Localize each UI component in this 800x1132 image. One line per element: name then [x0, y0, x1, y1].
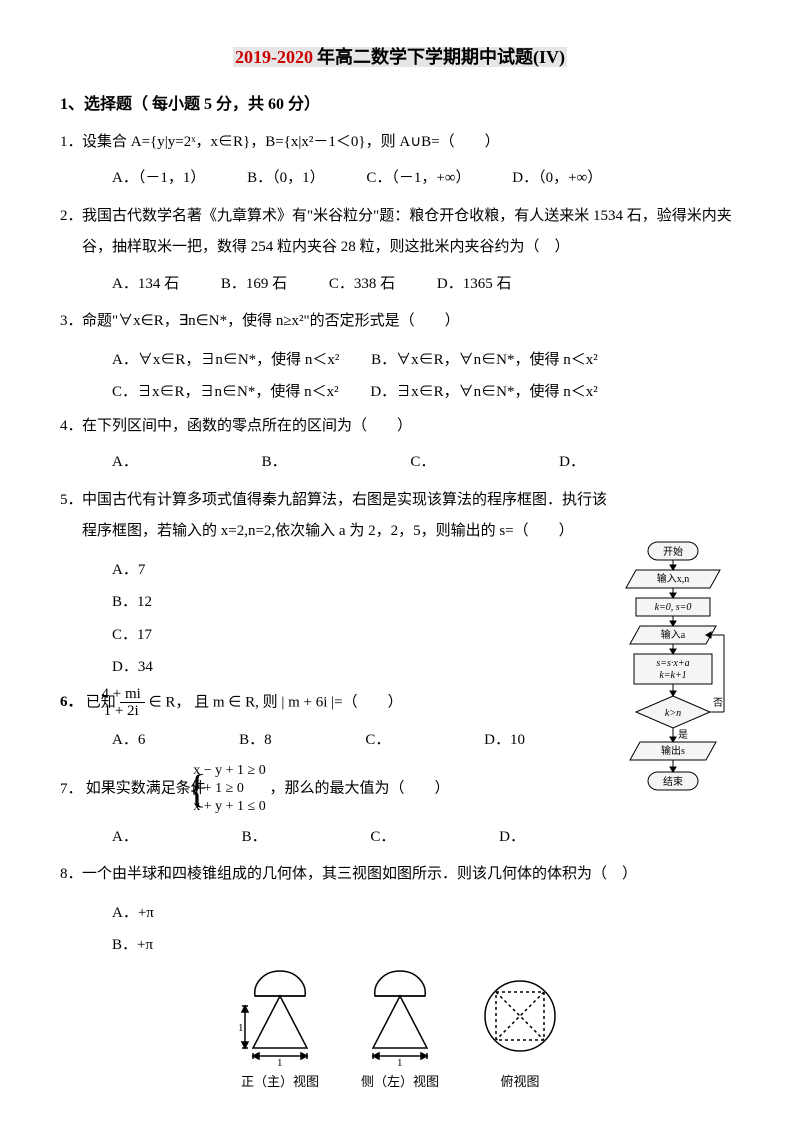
q4-options: A． B． C． D．: [60, 448, 740, 477]
q5-text: 中国古代有计算多项式值得秦九韶算法，右图是实现该算法的程序框图．执行该程序框图，…: [82, 492, 607, 540]
svg-text:k=k+1: k=k+1: [659, 670, 686, 681]
q8-text: 一个由半球和四棱锥组成的几何体，其三视图如图所示．则该几何体的体积为（ ）: [82, 866, 637, 882]
q2-A: A．134 石: [112, 270, 179, 299]
q1-C: C．（－1，+∞）: [366, 164, 470, 193]
q3-C: C．∃x∈R，∃n∈N*，使得 n＜x²: [112, 378, 339, 407]
q1-options: A．（－1，1） B．（0，1） C．（－1，+∞） D．（0，+∞）: [60, 164, 740, 193]
question-3: 3．命题"∀x∈R，∃n∈N*，使得 n≥x²"的否定形式是（ ）: [60, 306, 740, 338]
q4-A: A．: [112, 448, 138, 477]
top-view: 俯视图: [475, 966, 565, 1095]
svg-text:输入x,n: 输入x,n: [657, 572, 690, 585]
page-title: 2019-2020年高二数学下学期期中试题(IV): [60, 40, 740, 74]
svg-text:输入a: 输入a: [661, 628, 686, 641]
svg-text:开始: 开始: [663, 545, 683, 558]
q4-C: C．: [410, 448, 435, 477]
title-rest: 年高二数学下学期期中试题(IV): [315, 47, 567, 67]
three-view-diagram: 1 1 正（主）视图 1 侧（左）: [60, 966, 740, 1095]
q2-text: 我国古代数学名著《九章算术》有"米谷粒分"题：粮仓开仓收粮，有人送来米 1534…: [82, 208, 732, 256]
svg-text:k=0, s=0: k=0, s=0: [655, 602, 692, 613]
question-1: 1．设集合 A={y|y=2ˣ，x∈R}，B={x|x²－1＜0}，则 A∪B=…: [60, 127, 740, 159]
q2-options: A．134 石 B．169 石 C．338 石 D．1365 石: [60, 270, 740, 299]
q7-system: x − y + 1 ≥ 0 y + 1 ≥ 0 x + y + 1 ≤ 0: [215, 762, 265, 817]
q3-text: 命题"∀x∈R，∃n∈N*，使得 n≥x²"的否定形式是（ ）: [82, 313, 460, 329]
svg-text:否: 否: [713, 697, 723, 709]
q4-text: 在下列区间中，函数的零点所在的区间为（ ）: [82, 418, 412, 434]
q2-D: D．1365 石: [437, 270, 512, 299]
q8-A: A．+π: [112, 899, 740, 928]
q3-options1: A．∀x∈R，∃n∈N*，使得 n＜x² B．∀x∈R，∀n∈N*，使得 n＜x…: [60, 346, 740, 375]
q2-B: B．169 石: [221, 270, 287, 299]
q8-B: B．+π: [112, 931, 740, 960]
q1-text: 设集合 A={y|y=2ˣ，x∈R}，B={x|x²－1＜0}，则 A∪B=（ …: [82, 134, 500, 150]
q6-D: D．10: [484, 726, 525, 755]
question-2: 2．我国古代数学名著《九章算术》有"米谷粒分"题：粮仓开仓收粮，有人送来米 15…: [60, 201, 740, 264]
q6-post: 且 m ∈ R, 则 | m + 6i |=（ ）: [194, 694, 403, 710]
q7-post: ，那么的最大值为（ ）: [270, 781, 450, 797]
side-label: 侧（左）视图: [355, 1070, 445, 1095]
q3-A: A．∀x∈R，∃n∈N*，使得 n＜x²: [112, 346, 339, 375]
question-4: 4．在下列区间中，函数的零点所在的区间为（ ）: [60, 411, 740, 443]
question-5: 5．中国古代有计算多项式值得秦九韶算法，右图是实现该算法的程序框图．执行该程序框…: [60, 485, 740, 548]
side-view: 1 侧（左）视图: [355, 966, 445, 1095]
q7-A: A．: [112, 823, 138, 852]
front-label: 正（主）视图: [235, 1070, 325, 1095]
q7-B: B．: [242, 823, 267, 852]
section1-head: 1、选择题（ 每小题 5 分，共 60 分）: [60, 90, 740, 120]
svg-text:1: 1: [238, 1022, 244, 1034]
q1-D: D．（0，+∞）: [512, 164, 602, 193]
front-view: 1 1 正（主）视图: [235, 966, 325, 1095]
q1-B: B．（0，1）: [247, 164, 325, 193]
svg-text:1: 1: [277, 1057, 283, 1066]
q2-C: C．338 石: [329, 270, 395, 299]
q6-B: B．8: [239, 726, 272, 755]
q7-C: C．: [370, 823, 395, 852]
svg-text:是: 是: [678, 729, 688, 741]
q6-A: A．6: [112, 726, 145, 755]
q3-D: D．∃x∈R，∀n∈N*，使得 n＜x²: [370, 378, 597, 407]
q6-C: C．: [365, 726, 390, 755]
svg-text:结束: 结束: [663, 775, 683, 788]
flowchart-diagram: 开始 输入x,n k=0, s=0 输入a s=s·x+a k=k+1 k>n …: [618, 540, 728, 850]
question-8: 8．一个由半球和四棱锥组成的几何体，其三视图如图所示．则该几何体的体积为（ ）: [60, 859, 740, 891]
q3-options2: C．∃x∈R，∃n∈N*，使得 n＜x² D．∃x∈R，∀n∈N*，使得 n＜x…: [60, 378, 740, 407]
q6-mid: ∈ R，: [149, 694, 191, 710]
q4-B: B．: [262, 448, 287, 477]
q7-D: D．: [499, 823, 525, 852]
q1-A: A．（－1，1）: [112, 164, 205, 193]
svg-text:s=s·x+a: s=s·x+a: [656, 658, 689, 669]
q6-fraction: 4 + mi 1 + 2i: [120, 686, 145, 720]
q8-options: A．+π B．+π: [60, 899, 740, 960]
q3-B: B．∀x∈R，∀n∈N*，使得 n＜x²: [371, 346, 598, 375]
top-label: 俯视图: [475, 1070, 565, 1095]
svg-text:输出s: 输出s: [661, 744, 685, 757]
q4-D: D．: [559, 448, 585, 477]
svg-text:k>n: k>n: [665, 708, 681, 719]
title-year: 2019-2020: [233, 47, 315, 67]
svg-text:1: 1: [397, 1057, 403, 1066]
